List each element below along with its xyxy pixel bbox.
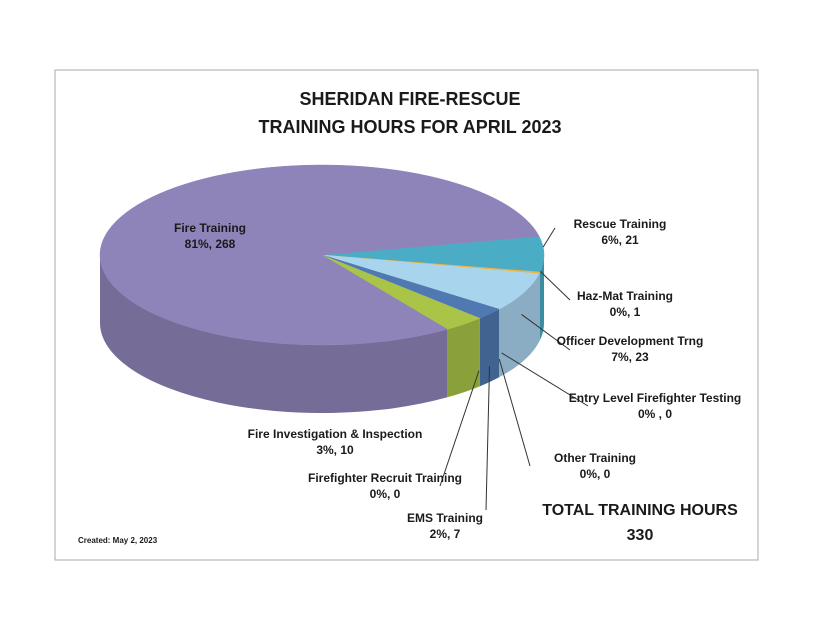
slice-label: Rescue Training <box>574 217 667 231</box>
slice-value-label: 81%, 268 <box>185 237 236 251</box>
slice-value-label: 6%, 21 <box>601 233 639 247</box>
slice-label: Fire Training <box>174 221 246 235</box>
leader-line <box>521 314 571 351</box>
pie <box>99 164 589 511</box>
leader-line <box>542 227 556 248</box>
slice-label: EMS Training <box>407 511 483 525</box>
pie-side <box>100 255 448 414</box>
pie-side-shade <box>100 255 448 414</box>
chart-subtitle: TRAINING HOURS FOR APRIL 2023 <box>258 117 561 137</box>
leader-line <box>501 352 589 407</box>
slice-value-label: 0%, 1 <box>610 305 641 319</box>
slice-label: Haz-Mat Training <box>577 289 673 303</box>
pie-side-shade <box>539 272 540 342</box>
pie-side <box>499 273 540 378</box>
slice-value-label: 2%, 7 <box>430 527 461 541</box>
total-label: TOTAL TRAINING HOURS <box>542 502 738 519</box>
pie-side <box>479 309 500 387</box>
slice-value-label: 0%, 0 <box>580 467 611 481</box>
pie-side-shade <box>499 273 540 378</box>
leader-line <box>485 366 491 511</box>
created-note: Created: May 2, 2023 <box>78 536 158 545</box>
total-value: 330 <box>627 527 654 544</box>
leader-line <box>498 359 531 467</box>
pie-side-shade <box>539 255 544 341</box>
slice-label: Fire Investigation & Inspection <box>248 427 423 441</box>
pie-side-shade <box>479 309 500 387</box>
leader-line <box>539 271 571 301</box>
pie-side <box>539 255 544 341</box>
pie-slice <box>99 164 540 346</box>
pie-side <box>539 272 540 342</box>
slice-value-label: 7%, 23 <box>611 350 649 364</box>
leader-line <box>439 370 480 487</box>
pie-side-shade <box>447 318 480 398</box>
chart-title: SHERIDAN FIRE-RESCUE <box>299 89 520 109</box>
slice-label: Entry Level Firefighter Testing <box>569 391 741 405</box>
slice-label: Other Training <box>554 451 636 465</box>
slice-label: Officer Development Trng <box>557 334 704 348</box>
slice-value-label: 0%, 0 <box>370 487 401 501</box>
slice-value-label: 3%, 10 <box>316 443 354 457</box>
slice-label: Firefighter Recruit Training <box>308 471 462 485</box>
pie-side <box>447 318 480 398</box>
slice-value-label: 0% , 0 <box>638 407 672 421</box>
